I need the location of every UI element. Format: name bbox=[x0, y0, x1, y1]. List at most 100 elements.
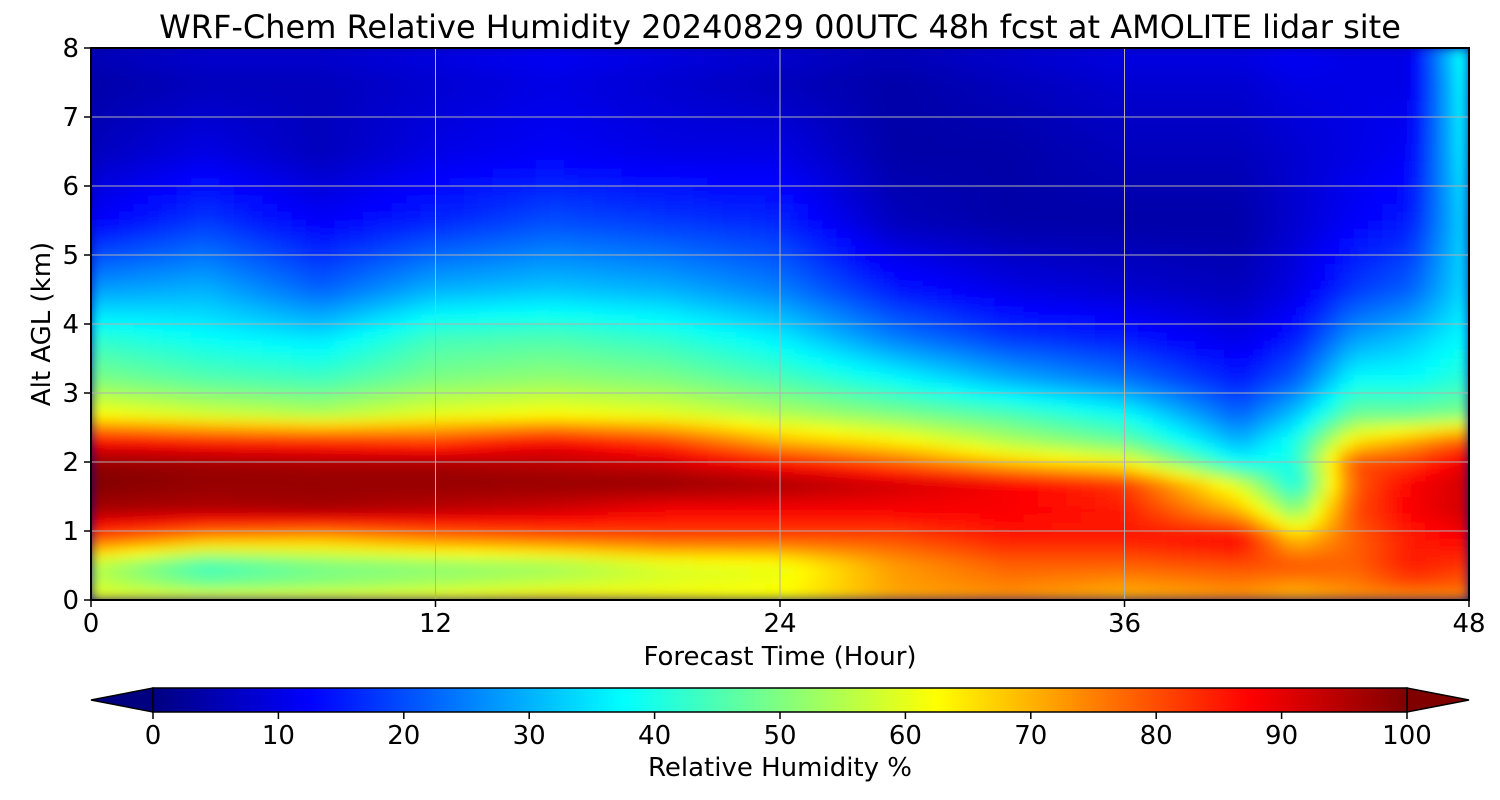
heatmap-cell bbox=[994, 426, 1011, 437]
heatmap-cell bbox=[521, 426, 537, 437]
heatmap-cell bbox=[736, 478, 752, 489]
heatmap-cell bbox=[248, 426, 264, 437]
heatmap-cell bbox=[176, 556, 193, 567]
heatmap-cell bbox=[1367, 392, 1384, 403]
heatmap-cell bbox=[377, 263, 394, 273]
heatmap-cell bbox=[721, 219, 738, 230]
heatmap-cell bbox=[994, 332, 1011, 342]
heatmap-cell bbox=[506, 547, 523, 558]
heatmap-cell bbox=[793, 564, 810, 575]
heatmap-cell bbox=[650, 590, 666, 600]
heatmap-cell bbox=[1009, 228, 1025, 239]
heatmap-cell bbox=[1195, 176, 1212, 187]
heatmap-cell bbox=[1138, 194, 1154, 204]
heatmap-cell bbox=[1439, 323, 1456, 334]
heatmap-cell bbox=[91, 288, 106, 299]
heatmap-cell bbox=[592, 237, 609, 247]
heatmap-cell bbox=[348, 185, 365, 196]
heatmap-cell bbox=[1138, 401, 1154, 411]
heatmap-cell bbox=[678, 340, 695, 351]
heatmap-cell bbox=[951, 401, 968, 411]
heatmap-cell bbox=[721, 573, 738, 584]
heatmap-cell bbox=[305, 245, 322, 256]
heatmap-cell bbox=[994, 245, 1011, 256]
heatmap-cell bbox=[1152, 332, 1169, 342]
heatmap-cell bbox=[506, 426, 523, 437]
heatmap-cell bbox=[1066, 547, 1083, 558]
heatmap-cell bbox=[836, 495, 853, 506]
heatmap-cell bbox=[922, 504, 939, 515]
heatmap-cell bbox=[721, 306, 738, 316]
heatmap-cell bbox=[1181, 254, 1197, 265]
heatmap-cell bbox=[305, 435, 322, 446]
heatmap-cell bbox=[1310, 349, 1327, 360]
heatmap-cell bbox=[1095, 288, 1111, 299]
heatmap-cell bbox=[1396, 573, 1413, 584]
heatmap-cell bbox=[434, 470, 451, 480]
heatmap-cell bbox=[492, 435, 508, 446]
heatmap-cell bbox=[377, 228, 394, 239]
heatmap-cell bbox=[937, 280, 953, 291]
heatmap-cell bbox=[1382, 245, 1398, 256]
heatmap-cell bbox=[1253, 426, 1269, 437]
heatmap-cell bbox=[808, 487, 824, 498]
heatmap-cell bbox=[334, 590, 350, 600]
heatmap-cell bbox=[1052, 306, 1068, 316]
heatmap-cell bbox=[1037, 556, 1054, 567]
heatmap-cell bbox=[1037, 202, 1054, 213]
heatmap-cell bbox=[176, 530, 193, 541]
heatmap-cell bbox=[836, 539, 853, 549]
heatmap-cell bbox=[1166, 323, 1183, 334]
heatmap-cell bbox=[262, 202, 279, 213]
heatmap-cell bbox=[1181, 280, 1197, 291]
heatmap-cell bbox=[119, 168, 135, 178]
heatmap-cell bbox=[1353, 297, 1370, 308]
heatmap-cell bbox=[133, 418, 150, 429]
heatmap-cell bbox=[1224, 452, 1240, 463]
heatmap-cell bbox=[1095, 168, 1111, 178]
heatmap-cell bbox=[822, 340, 839, 351]
heatmap-cell bbox=[1367, 521, 1384, 532]
heatmap-cell bbox=[262, 392, 279, 403]
heatmap-cell bbox=[549, 401, 566, 411]
heatmap-cell bbox=[119, 444, 135, 454]
heatmap-cell bbox=[305, 418, 322, 429]
heatmap-cell bbox=[104, 470, 121, 480]
heatmap-cell bbox=[1324, 547, 1341, 558]
heatmap-cell bbox=[391, 401, 408, 411]
heatmap-cell bbox=[994, 219, 1011, 230]
heatmap-cell bbox=[1396, 461, 1413, 472]
heatmap-cell bbox=[650, 159, 666, 170]
heatmap-cell bbox=[922, 435, 939, 446]
heatmap-cell bbox=[635, 245, 652, 256]
heatmap-cell bbox=[506, 245, 523, 256]
heatmap-cell bbox=[1454, 314, 1469, 325]
heatmap-cell bbox=[635, 383, 652, 394]
heatmap-cell bbox=[549, 366, 566, 377]
heatmap-cell bbox=[851, 219, 867, 230]
heatmap-cell bbox=[1410, 314, 1427, 325]
heatmap-cell bbox=[492, 366, 508, 377]
heatmap-cell bbox=[592, 254, 609, 265]
heatmap-cell bbox=[1152, 461, 1169, 472]
heatmap-cell bbox=[966, 280, 982, 291]
heatmap-cell bbox=[119, 245, 135, 256]
heatmap-cell bbox=[262, 409, 279, 420]
heatmap-cell bbox=[521, 245, 537, 256]
heatmap-cell bbox=[793, 297, 810, 308]
heatmap-cell bbox=[721, 228, 738, 239]
heatmap-cell bbox=[119, 185, 135, 196]
heatmap-cell bbox=[707, 202, 724, 213]
heatmap-cell bbox=[1296, 219, 1312, 230]
heatmap-cell bbox=[1210, 375, 1226, 385]
heatmap-cell bbox=[1166, 245, 1183, 256]
heatmap-cell bbox=[348, 392, 365, 403]
heatmap-cell bbox=[1152, 564, 1169, 575]
heatmap-cell bbox=[119, 418, 135, 429]
heatmap-cell bbox=[1009, 495, 1025, 506]
heatmap-cell bbox=[994, 168, 1011, 178]
heatmap-cell bbox=[1353, 470, 1370, 480]
heatmap-cell bbox=[1095, 435, 1111, 446]
heatmap-cell bbox=[1454, 202, 1469, 213]
heatmap-cell bbox=[951, 539, 968, 549]
